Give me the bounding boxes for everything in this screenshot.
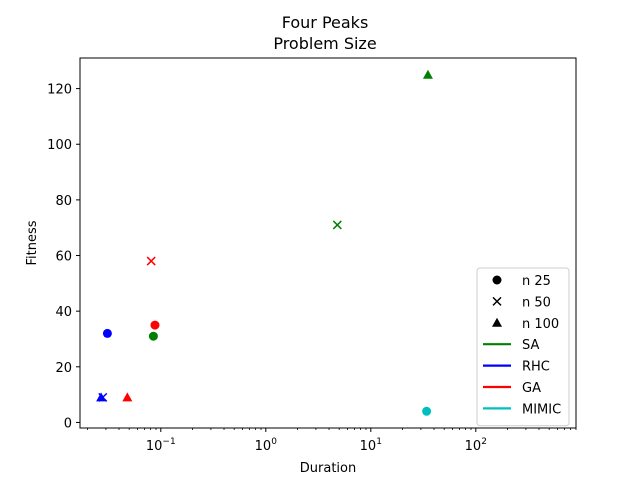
legend-label: GA [522,381,541,396]
point-ga-triangle [122,392,133,402]
legend-marker-circle [492,275,502,285]
x-axis-label: Duration [300,461,356,476]
legend-label: n 25 [522,274,551,289]
point-ga-x [146,256,156,266]
x-tick-label: 102 [465,437,487,454]
legend-marker-x [492,296,502,306]
x-stroke [492,296,502,306]
y-tick-label: 80 [55,194,72,209]
y-axis-label: Fitness [25,220,40,265]
x-tick-label: 100 [255,437,278,454]
y-tick-label: 100 [47,138,72,153]
chart-title-line-2: Problem Size [273,34,376,53]
x-tick-label: 10−1 [146,437,176,454]
y-tick-label: 20 [55,361,72,376]
x-stroke [146,256,156,266]
point-rhc-triangle [96,392,107,402]
x-axis: 10−1 100 101 102 [87,428,577,454]
point-rhc-circle [102,328,112,338]
chart-title-line-1: Four Peaks [282,13,369,32]
legend-label: n 50 [522,295,551,310]
legend-marker-triangle [492,317,502,327]
y-tick-label: 0 [64,416,72,431]
legend: n 25 n 50 n 100 SA RHC GA MIMIC [476,267,570,427]
y-tick-label: 60 [55,250,72,265]
data-points [96,69,433,416]
x-stroke [332,220,342,230]
legend-label: SA [522,338,539,353]
legend-label: RHC [522,360,550,375]
point-sa-triangle [422,69,433,79]
y-tick-label: 40 [55,305,72,320]
legend-label: n 100 [522,317,559,332]
point-ga-circle [150,320,160,330]
y-tick-label: 120 [47,83,72,98]
y-axis: 0 20 40 60 80 100 120 [47,83,80,431]
legend-label: MIMIC [522,402,561,417]
point-mimic-circle [422,406,432,416]
point-sa-circle [148,331,158,341]
x-tick-label: 101 [360,437,382,454]
point-sa-x [332,220,342,230]
